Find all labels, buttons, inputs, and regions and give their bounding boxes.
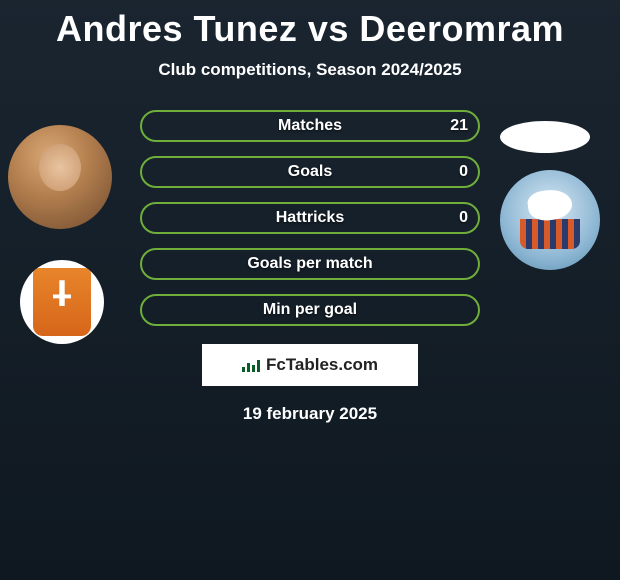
stat-bar-goals-per-match: Goals per match (140, 248, 480, 280)
stat-label: Min per goal (263, 301, 357, 319)
stat-right-value: 21 (450, 117, 468, 135)
stat-bar-goals: Goals 0 (140, 156, 480, 188)
stat-bar-min-per-goal: Min per goal (140, 294, 480, 326)
subtitle: Club competitions, Season 2024/2025 (0, 60, 620, 80)
player1-club-badge (20, 260, 104, 344)
stat-label: Goals per match (247, 255, 372, 273)
chart-icon (242, 358, 260, 372)
stat-label: Goals (288, 163, 332, 181)
date-label: 19 february 2025 (0, 404, 620, 424)
player2-club-badge (500, 170, 600, 270)
player1-avatar (8, 125, 112, 229)
stat-bar-matches: Matches 21 (140, 110, 480, 142)
stat-bar-hattricks: Hattricks 0 (140, 202, 480, 234)
badge-text: FcTables.com (266, 355, 378, 375)
stat-right-value: 0 (459, 163, 468, 181)
source-badge: FcTables.com (202, 344, 418, 386)
stat-label: Hattricks (276, 209, 344, 227)
page-title: Andres Tunez vs Deeromram (0, 0, 620, 50)
player2-avatar (500, 121, 590, 153)
stat-right-value: 0 (459, 209, 468, 227)
stat-label: Matches (278, 117, 342, 135)
